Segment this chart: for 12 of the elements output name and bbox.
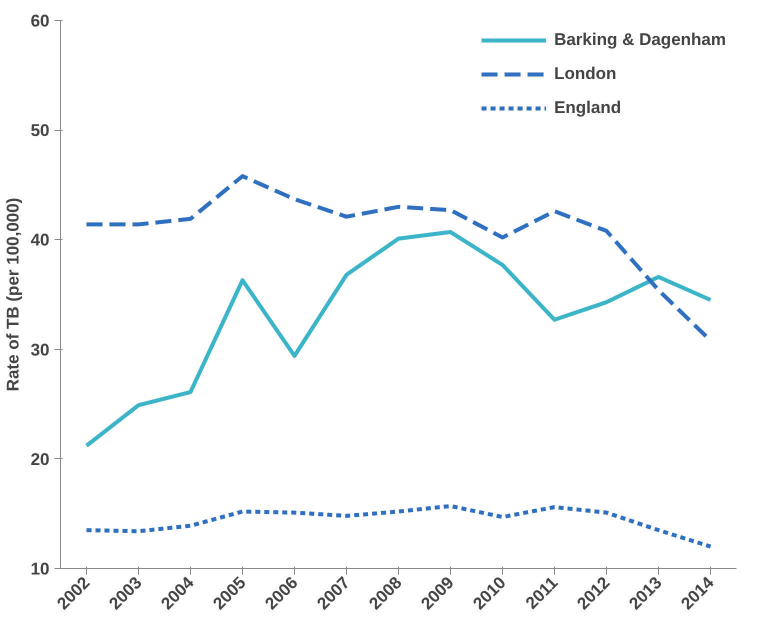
legend-label: England	[554, 98, 622, 118]
line-series	[84, 230, 712, 448]
y-tick-label: 40	[30, 230, 50, 250]
y-tick-label: 10	[30, 560, 50, 578]
y-axis-title: Rate of TB (per 100,000)	[4, 198, 23, 392]
legend-label: London	[554, 64, 616, 84]
legend-label: Barking & Dagenham	[554, 30, 726, 50]
y-tick-label: 20	[30, 450, 50, 469]
y-tick-label: 30	[30, 340, 50, 360]
line-series	[84, 504, 712, 549]
y-tick-label: 50	[30, 121, 50, 140]
y-tick-label: 60	[30, 12, 50, 30]
